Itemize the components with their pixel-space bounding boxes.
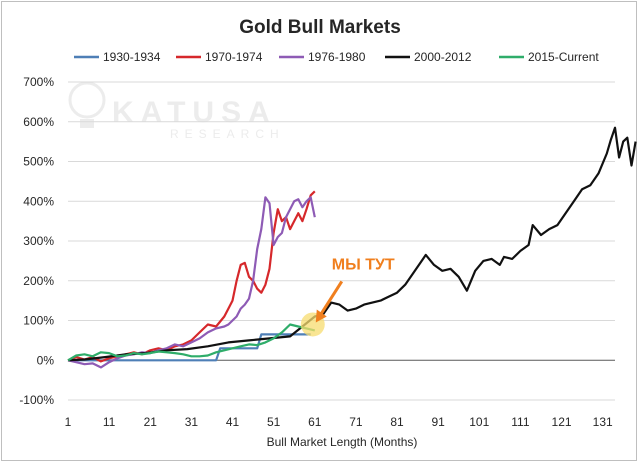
legend-label: 2015-Current: [528, 50, 599, 64]
annotation-arrow-shaft: [319, 280, 344, 316]
legend-label: 1930-1934: [103, 50, 161, 64]
series-line-1930-1934: [68, 333, 311, 362]
legend: 1930-1934 1970-1974 1976-1980 2000-2012 2015…: [74, 50, 599, 64]
x-axis-title: Bull Market Length (Months): [267, 435, 418, 449]
x-tick-label: 11: [103, 415, 116, 429]
y-tick-label: 400%: [23, 194, 54, 208]
y-axis-tick-labels: -100% 0% 100% 200% 300% 400% 500% 600% 700%: [19, 75, 54, 407]
series-line-2000-2012: [67, 126, 637, 362]
watermark: KATUSA RESEARCH: [68, 81, 285, 141]
series-line-1976-1980: [67, 196, 316, 369]
legend-label: 2000-2012: [414, 50, 472, 64]
y-tick-label: 200%: [23, 274, 54, 288]
y-tick-label: 700%: [23, 75, 54, 89]
y-tick-label: 300%: [23, 234, 54, 248]
x-tick-label: 1: [65, 415, 72, 429]
lightbulb-icon: [68, 81, 106, 128]
x-axis-tick-labels: 1 11 21 31 41 51 61 71 81 91 101 111 121 131: [65, 415, 613, 429]
x-tick-label: 131: [593, 415, 613, 429]
annotation-label: МЫ ТУТ: [332, 256, 395, 273]
legend-label: 1976-1980: [308, 50, 366, 64]
x-tick-label: 121: [552, 415, 572, 429]
y-tick-label: 100%: [23, 314, 54, 328]
y-tick-label: 0%: [37, 353, 55, 367]
annotation: МЫ ТУТ: [300, 256, 395, 337]
x-tick-label: 111: [511, 415, 530, 429]
x-tick-label: 61: [308, 415, 322, 429]
x-tick-label: 21: [144, 415, 158, 429]
y-tick-label: 500%: [23, 155, 54, 169]
x-tick-label: 91: [431, 415, 445, 429]
y-tick-label: 600%: [23, 115, 54, 129]
series-line-2015-Current: [67, 323, 316, 362]
watermark-sub-text: RESEARCH: [170, 127, 285, 141]
x-tick-label: 51: [267, 415, 281, 429]
x-tick-label: 31: [185, 415, 199, 429]
x-tick-label: 81: [390, 415, 404, 429]
gridlines: [68, 81, 615, 401]
y-tick-label: -100%: [19, 393, 54, 407]
watermark-main-text: KATUSA: [112, 96, 277, 129]
x-tick-label: 71: [349, 415, 363, 429]
chart-title: Gold Bull Markets: [239, 17, 401, 38]
annotation-arrow-head: [315, 309, 327, 323]
x-tick-label: 101: [469, 415, 489, 429]
x-tick-label: 41: [226, 415, 240, 429]
legend-label: 1970-1974: [205, 50, 263, 64]
series-lines: [67, 126, 637, 369]
